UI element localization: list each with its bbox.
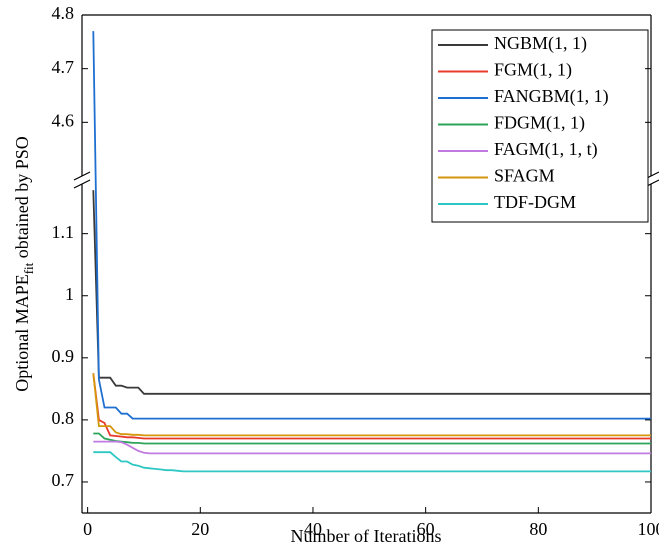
y-axis-title-rest: obtained by PSO: [12, 136, 32, 263]
x-tick-label: 80: [529, 519, 547, 539]
series-line: [93, 432, 651, 445]
series-line: [93, 451, 651, 473]
x-tick-label: 60: [417, 519, 435, 539]
x-tick-label: 100: [638, 519, 659, 539]
legend-label: TDF-DGM: [494, 192, 576, 212]
series-line: [92, 31, 651, 420]
legend-label: NGBM(1, 1): [494, 33, 587, 54]
y-axis-title-main: Optional MAPE: [12, 274, 32, 392]
y-tick-label: 0.9: [52, 346, 75, 366]
axis-break: [73, 171, 91, 181]
legend-label: FAGM(1, 1, t): [494, 139, 598, 160]
axis-break: [73, 179, 91, 189]
y-tick-label: 0.7: [52, 470, 75, 490]
y-axis-title: Optional MAPEfit obtained by PSO: [12, 136, 36, 392]
y-tick-label: 4.7: [52, 57, 75, 77]
x-axis-title: Number of Iterations: [291, 526, 442, 546]
legend-box: [431, 29, 649, 223]
series-line: [92, 373, 651, 437]
y-tick-label: 1: [65, 284, 74, 304]
plot-frame: [73, 14, 659, 514]
x-tick-label: 0: [83, 519, 92, 539]
series-line: [92, 373, 651, 440]
legend-label: FGM(1, 1): [494, 60, 572, 81]
y-tick-label: 4.8: [52, 3, 75, 23]
x-tick-label: 20: [191, 519, 209, 539]
x-tick-label: 40: [304, 519, 322, 539]
y-tick-label: 1.1: [52, 222, 75, 242]
y-tick-label: 0.8: [52, 408, 75, 428]
legend-label: FDGM(1, 1): [494, 113, 585, 134]
y-axis-title-sub: fit: [21, 262, 36, 274]
legend-label: FANGBM(1, 1): [494, 86, 609, 107]
y-tick-label: 4.6: [52, 110, 75, 130]
series-line: [93, 440, 651, 455]
series-line: [92, 190, 651, 395]
legend-label: SFAGM: [494, 166, 555, 186]
